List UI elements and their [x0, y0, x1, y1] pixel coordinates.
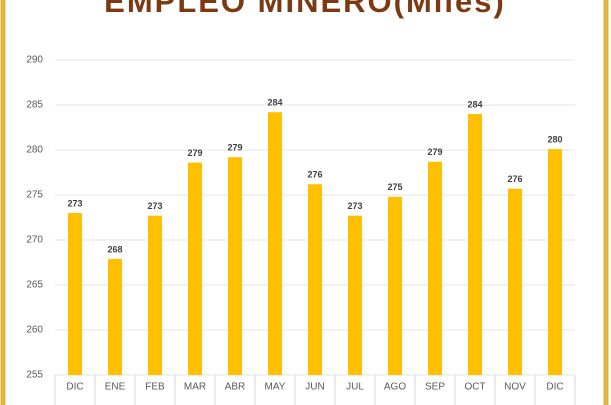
- bar: [308, 184, 322, 375]
- bar: [548, 149, 562, 375]
- value-label: 273: [67, 198, 82, 208]
- bar: [268, 112, 282, 375]
- value-label: 279: [427, 147, 442, 157]
- x-tick-label: SEP: [425, 382, 445, 393]
- value-label: 273: [347, 201, 362, 211]
- x-tick-label: MAR: [184, 382, 206, 393]
- bar: [148, 215, 162, 375]
- bar: [108, 258, 122, 375]
- bar: [348, 215, 362, 375]
- value-label: 279: [227, 143, 242, 153]
- y-tick-label: 270: [26, 235, 43, 246]
- value-label: 276: [307, 170, 322, 180]
- x-tick-label: ENE: [105, 382, 126, 393]
- x-tick-label: MAY: [265, 382, 286, 393]
- value-label: 284: [467, 99, 482, 109]
- x-tick-label: NOV: [504, 382, 526, 393]
- value-label: 284: [267, 98, 282, 108]
- x-tick-label: DIC: [546, 382, 563, 393]
- x-tick-label: OCT: [464, 382, 485, 393]
- value-label: 279: [187, 148, 202, 158]
- value-label: 275: [387, 182, 402, 192]
- x-tick-label: JUL: [346, 382, 364, 393]
- value-label: 273: [147, 201, 162, 211]
- y-tick-label: 255: [26, 370, 43, 381]
- x-tick-label: AGO: [384, 382, 406, 393]
- x-tick-label: ABR: [225, 382, 246, 393]
- x-tick-label: DIC: [66, 382, 83, 393]
- y-tick-label: 290: [26, 55, 43, 66]
- value-label: 276: [507, 174, 522, 184]
- y-tick-label: 275: [26, 190, 43, 201]
- bar: [388, 196, 402, 375]
- y-tick-label: 280: [26, 145, 43, 156]
- y-tick-label: 260: [26, 325, 43, 336]
- bar: [188, 162, 202, 375]
- bar: [508, 188, 522, 375]
- value-label: 268: [107, 244, 122, 254]
- value-label: 280: [547, 134, 562, 144]
- bar: [428, 161, 442, 375]
- bar: [468, 114, 482, 375]
- x-tick-label: JUN: [305, 382, 324, 393]
- bar: [228, 157, 242, 375]
- bar: [68, 213, 82, 375]
- chart-title: EMPLEO MINERO(Miles): [104, 0, 506, 19]
- y-tick-label: 265: [26, 280, 43, 291]
- x-tick-label: FEB: [145, 382, 165, 393]
- y-tick-label: 285: [26, 100, 43, 111]
